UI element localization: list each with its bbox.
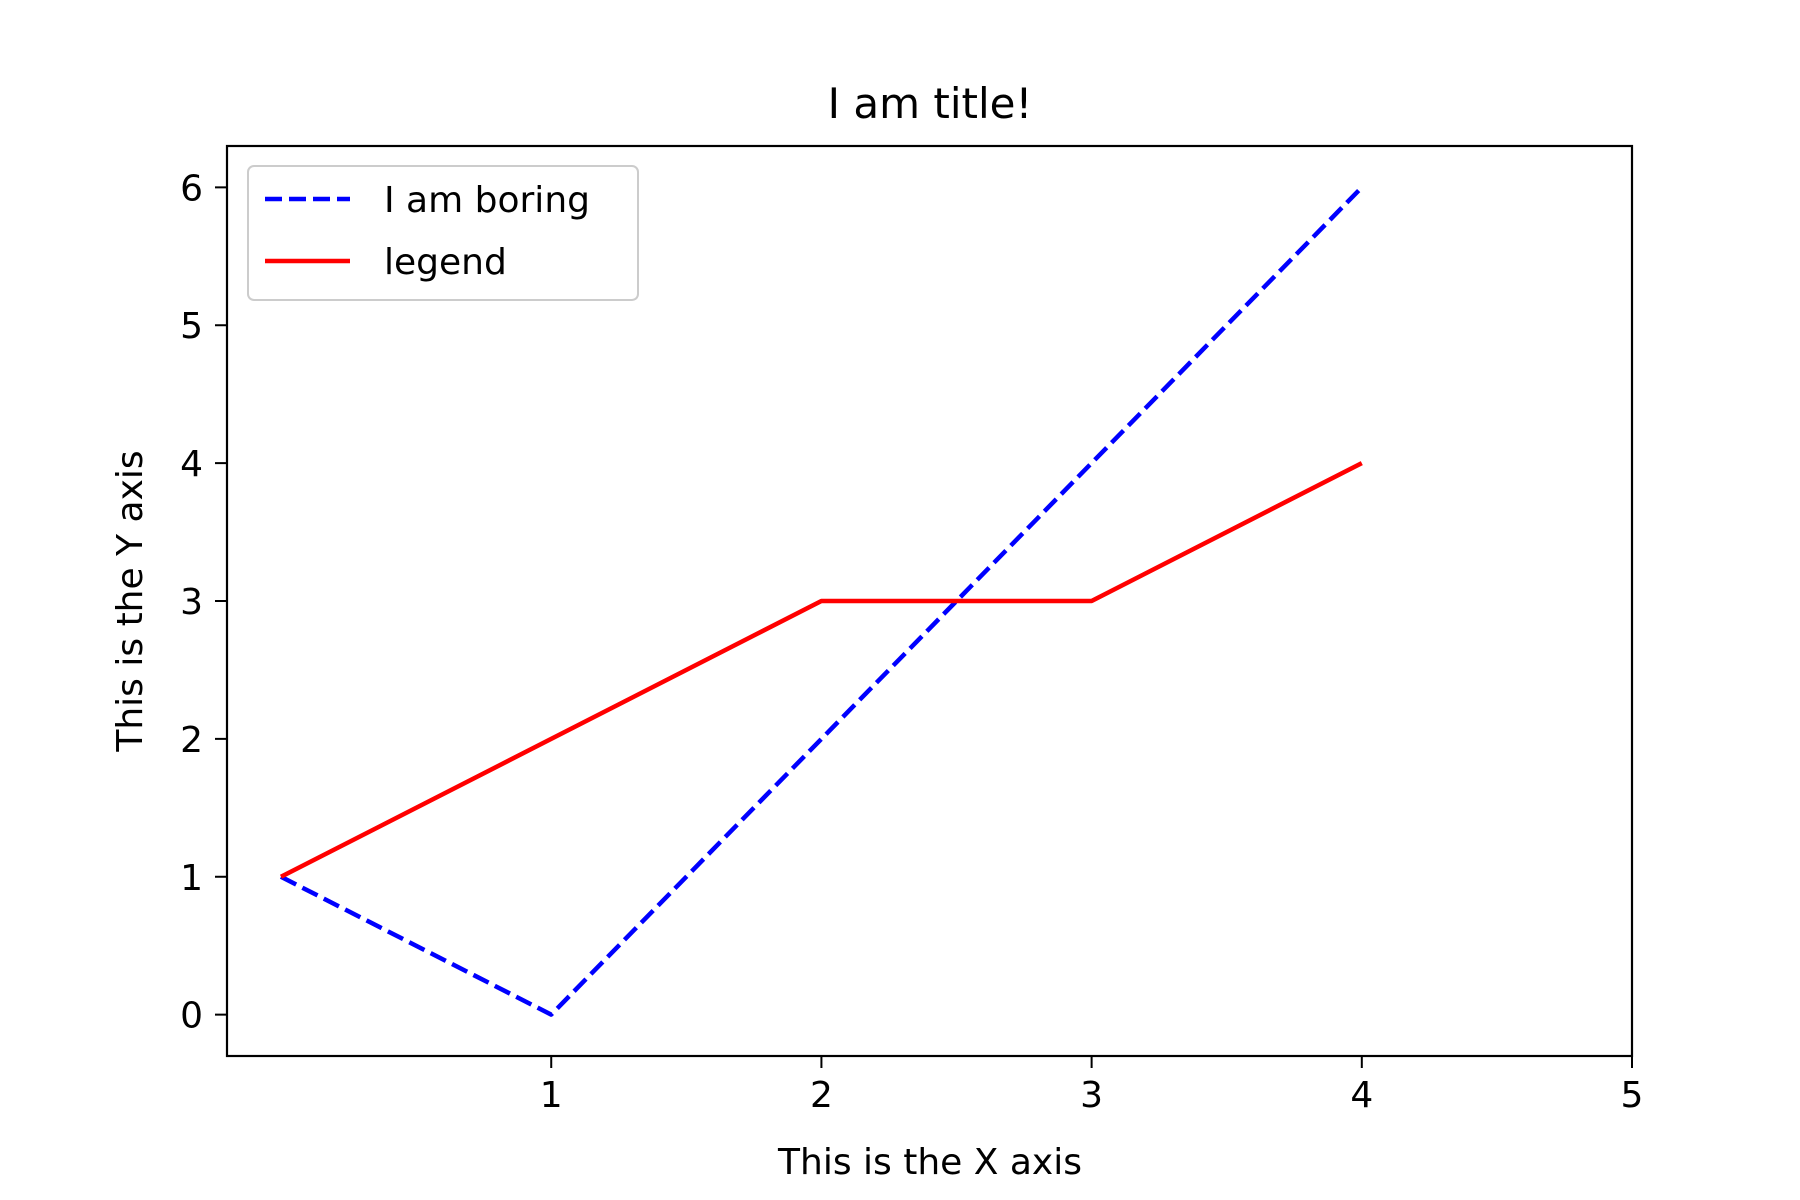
y-tick-label: 1	[180, 858, 203, 899]
series-line-1	[279, 185, 1364, 1017]
x-tick-label: 1	[540, 1075, 563, 1116]
y-axis-ticks: 0 1 2 3 4 5 6	[180, 168, 227, 1037]
y-tick-label: 0	[180, 996, 203, 1037]
y-tick-label: 3	[180, 582, 203, 623]
y-tick-label: 5	[180, 306, 203, 347]
legend: I am boring legend	[247, 165, 639, 301]
y-tick-label: 2	[180, 720, 203, 761]
series-line-2	[279, 461, 1363, 879]
x-tick-label: 3	[1080, 1075, 1103, 1116]
x-axis-label: This is the X axis	[777, 1142, 1082, 1183]
legend-label-1: I am boring	[384, 180, 590, 221]
y-tick-label: 4	[180, 444, 203, 485]
x-axis-ticks: 1 2 3 4 5	[540, 1056, 1644, 1116]
chart-title: I am title!	[828, 79, 1033, 128]
y-axis-label: This is the Y axis	[110, 450, 151, 752]
y-tick-label: 6	[180, 168, 203, 209]
x-tick-label: 5	[1621, 1075, 1644, 1116]
legend-label-2: legend	[384, 242, 507, 283]
x-tick-label: 4	[1350, 1075, 1373, 1116]
legend-entries: I am boring legend	[265, 180, 590, 283]
x-tick-label: 2	[810, 1075, 833, 1116]
series-layer	[279, 185, 1364, 1017]
